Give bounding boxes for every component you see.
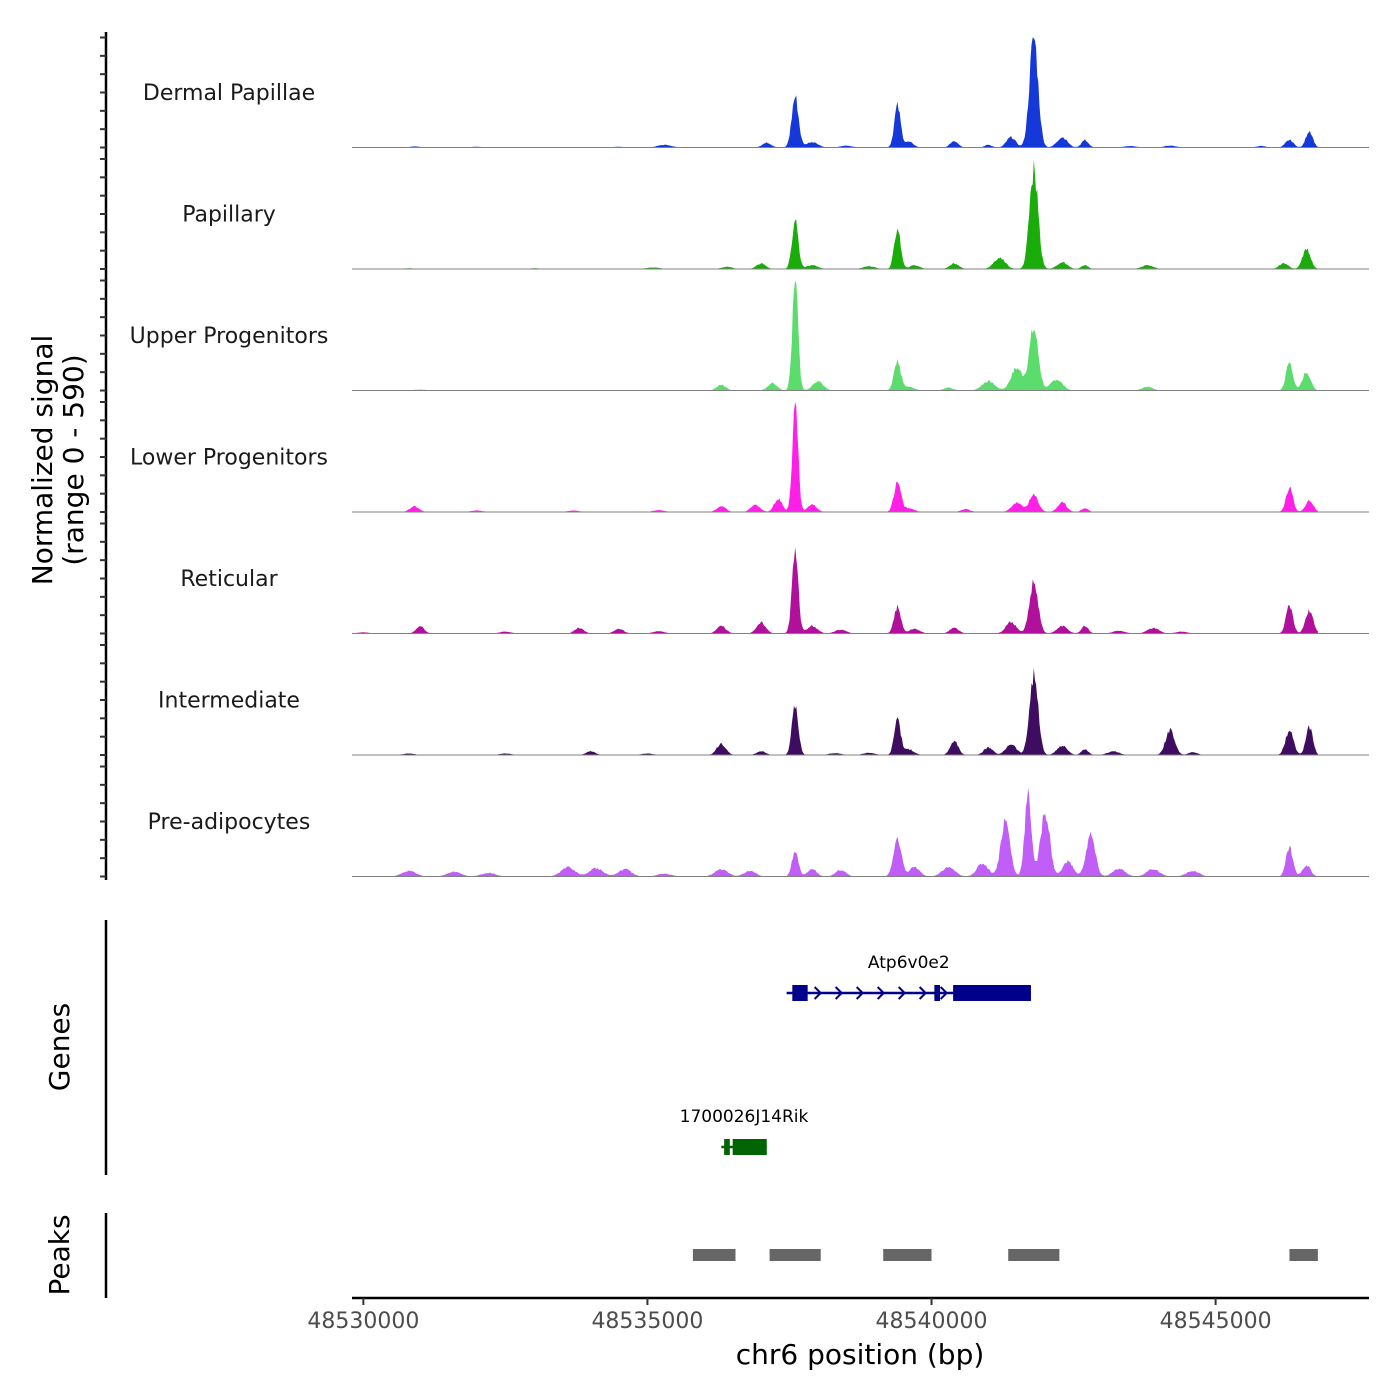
track-papillary: Papillary (182, 159, 1369, 270)
track-pre-adipocytes: Pre-adipocytes (148, 787, 1369, 877)
signal-y-ticks (100, 36, 106, 878)
strand-arrow (918, 986, 928, 1000)
peak-region (1289, 1249, 1318, 1261)
track-label: Lower Progenitors (130, 446, 328, 471)
coverage-area (352, 667, 1318, 755)
strand-arrow (897, 986, 907, 1000)
gene-atp6v0e2: Atp6v0e2 (786, 953, 1031, 1001)
track-label: Upper Progenitors (130, 324, 329, 349)
x-tick-label: 48540000 (876, 1309, 988, 1334)
coverage-area (352, 402, 1318, 512)
y-axis-title-line1: Normalized signal (26, 335, 59, 586)
coverage-area (352, 547, 1318, 634)
track-reticular: Reticular (180, 547, 1369, 634)
strand-arrow (981, 986, 991, 1000)
coverage-area (352, 787, 1318, 877)
coverage-area (352, 280, 1318, 391)
track-intermediate: Intermediate (158, 667, 1369, 756)
coverage-area (352, 159, 1318, 269)
track-dermal-papillae: Dermal Papillae (143, 37, 1369, 148)
gene-label: 1700026J14Rik (680, 1107, 809, 1127)
strand-arrow (939, 986, 949, 1000)
track-label: Dermal Papillae (143, 81, 315, 106)
track-label: Papillary (182, 203, 276, 228)
genes-panel-label: Genes (43, 1003, 76, 1091)
gene-exon (934, 985, 941, 1001)
strand-arrow (855, 986, 865, 1000)
peak-region (769, 1249, 821, 1261)
peak-regions (692, 1249, 1318, 1261)
peaks-panel-label: Peaks (43, 1214, 76, 1295)
strand-arrow (813, 986, 823, 1000)
coverage-tracks: Dermal Papillae Papillary Upper Progenitor… (130, 37, 1369, 877)
gene-exon (953, 985, 1031, 1001)
track-lower-progenitors: Lower Progenitors (130, 402, 1369, 513)
x-tick-label: 48530000 (307, 1309, 419, 1334)
strand-arrow (876, 986, 886, 1000)
strand-arrow (792, 986, 802, 1000)
coverage-area (352, 37, 1318, 148)
strand-arrow (1002, 986, 1012, 1000)
gene-annotations: Atp6v0e2 1700026J14Rik (680, 953, 1031, 1155)
track-upper-progenitors: Upper Progenitors (130, 280, 1369, 391)
x-tick-label: 48535000 (591, 1309, 703, 1334)
gene-1700026j14rik: 1700026J14Rik (680, 1107, 809, 1155)
gene-label: Atp6v0e2 (868, 953, 950, 973)
x-axis-title: chr6 position (bp) (736, 1338, 985, 1371)
y-axis-title-line2: (range 0 - 590) (57, 354, 90, 565)
x-axis-ticks: 48530000 48535000 48540000 48545000 (307, 1298, 1272, 1334)
peak-region (883, 1249, 932, 1261)
track-label: Pre-adipocytes (148, 810, 311, 835)
strand-arrow (960, 986, 970, 1000)
peak-region (1008, 1249, 1060, 1261)
gene-exon (724, 1139, 730, 1155)
track-label: Reticular (180, 567, 278, 592)
x-tick-label: 48545000 (1160, 1309, 1272, 1334)
track-label: Intermediate (158, 689, 300, 714)
gene-exon (732, 1139, 767, 1155)
peak-region (692, 1249, 736, 1261)
strand-arrow (834, 986, 844, 1000)
